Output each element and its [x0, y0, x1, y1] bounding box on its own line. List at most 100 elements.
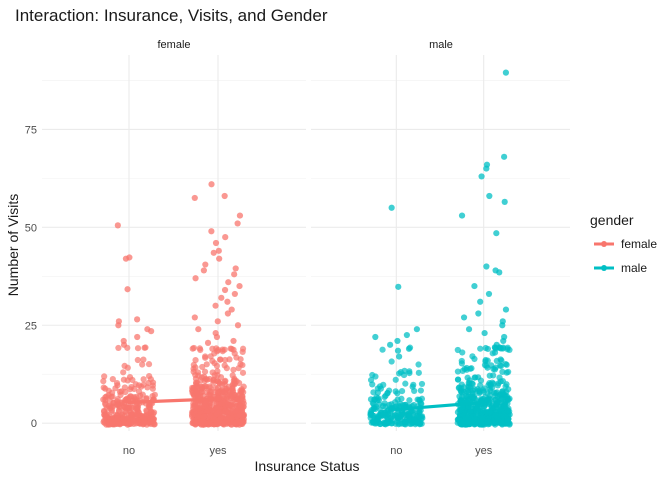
- data-point: [224, 298, 231, 305]
- data-point: [133, 420, 140, 427]
- data-point: [228, 306, 235, 313]
- data-point: [102, 394, 109, 401]
- data-point: [124, 364, 131, 371]
- data-point: [501, 153, 508, 160]
- data-point: [134, 405, 141, 412]
- data-point: [101, 408, 108, 415]
- data-point: [490, 389, 498, 396]
- data-point: [195, 412, 203, 420]
- data-point: [386, 401, 393, 408]
- data-point: [394, 337, 401, 345]
- data-point: [213, 362, 221, 369]
- data-point: [489, 384, 496, 391]
- data-point: [190, 344, 198, 352]
- data-point: [115, 401, 122, 408]
- data-point: [484, 345, 491, 353]
- data-point: [454, 376, 462, 383]
- data-point: [126, 254, 133, 261]
- data-point: [147, 376, 154, 383]
- data-point: [134, 356, 141, 364]
- y-tick-label: 25: [25, 320, 37, 332]
- data-point: [149, 392, 156, 400]
- data-point: [393, 418, 401, 425]
- data-point: [414, 419, 421, 426]
- data-point: [191, 194, 198, 202]
- data-point: [228, 401, 235, 409]
- data-point: [200, 267, 207, 274]
- data-point: [237, 361, 244, 368]
- data-point: [406, 412, 413, 420]
- data-point: [101, 417, 108, 424]
- data-point: [372, 333, 379, 341]
- data-point: [121, 384, 128, 391]
- data-point: [140, 376, 147, 383]
- data-point: [388, 204, 395, 211]
- x-axis-title: Insurance Status: [254, 458, 359, 474]
- data-point: [205, 420, 213, 427]
- data-point: [467, 365, 474, 372]
- data-point: [489, 350, 496, 357]
- data-point: [407, 420, 415, 428]
- data-point: [194, 391, 201, 399]
- data-point: [206, 375, 213, 383]
- data-point: [201, 368, 209, 375]
- data-point: [492, 412, 499, 419]
- mean-line-female: [127, 397, 220, 405]
- data-point: [471, 416, 478, 424]
- data-point: [367, 376, 375, 384]
- data-point: [402, 380, 409, 387]
- legend-item-male: male: [594, 261, 647, 275]
- data-point: [201, 413, 208, 420]
- data-point: [458, 212, 466, 219]
- data-point: [500, 337, 507, 345]
- data-point: [417, 387, 424, 394]
- data-point: [369, 412, 376, 419]
- legend-label-female: female: [621, 237, 657, 251]
- data-point: [134, 345, 142, 352]
- data-point: [141, 419, 148, 426]
- data-point: [213, 333, 221, 341]
- data-point: [402, 419, 409, 426]
- data-point: [485, 290, 493, 298]
- y-tick-label: 50: [25, 222, 37, 234]
- data-point: [409, 383, 416, 390]
- chart-title: Interaction: Insurance, Visits, and Gend…: [15, 6, 328, 25]
- data-point: [217, 356, 224, 363]
- data-point: [222, 377, 229, 385]
- data-point: [232, 265, 239, 272]
- data-point: [228, 395, 235, 402]
- data-point: [124, 377, 131, 384]
- data-point: [221, 192, 228, 200]
- x-tick-label: no: [390, 445, 402, 457]
- data-point: [493, 357, 500, 364]
- data-point: [234, 406, 241, 414]
- data-point: [371, 405, 378, 412]
- strip-label-female: female: [157, 39, 190, 51]
- data-point: [142, 344, 149, 351]
- data-point: [195, 326, 202, 333]
- data-point: [134, 333, 141, 341]
- data-point: [135, 411, 142, 418]
- data-point: [454, 416, 461, 423]
- data-point: [466, 377, 473, 384]
- data-point: [109, 404, 116, 411]
- data-point: [464, 415, 471, 422]
- data-point: [379, 346, 386, 353]
- data-point: [109, 376, 116, 383]
- data-point: [499, 390, 506, 397]
- data-point: [471, 374, 478, 381]
- data-point: [502, 306, 510, 313]
- data-point: [493, 399, 501, 406]
- data-point: [101, 373, 108, 380]
- data-point: [493, 230, 500, 237]
- data-point: [400, 371, 408, 379]
- data-point: [482, 358, 489, 365]
- data-point: [111, 418, 118, 426]
- data-point: [127, 409, 134, 416]
- data-point: [212, 239, 220, 247]
- data-point: [236, 391, 243, 398]
- legend-title: gender: [590, 212, 634, 228]
- mean-line-male: [394, 400, 486, 412]
- data-point: [236, 379, 243, 387]
